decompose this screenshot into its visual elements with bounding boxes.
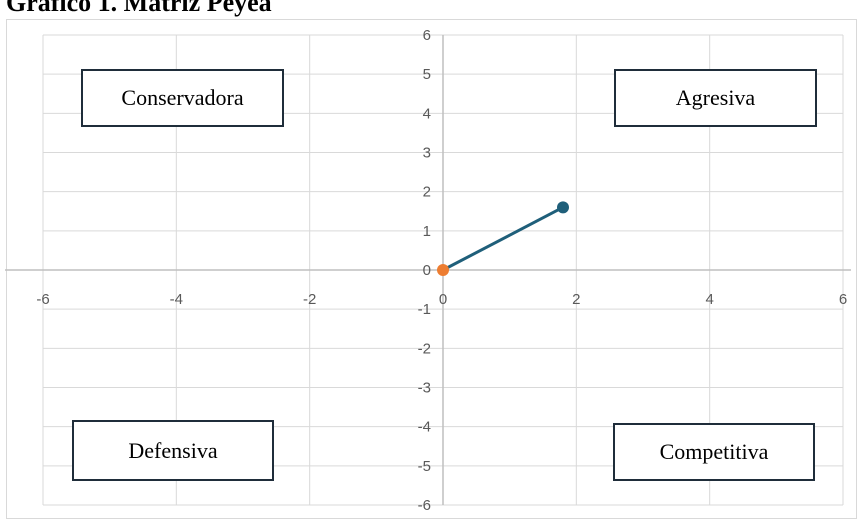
y-tick-label: -4	[418, 419, 431, 436]
y-tick-label: -5	[418, 458, 431, 475]
x-tick-label: -4	[170, 291, 183, 308]
quadrant-label-conservadora: Conservadora	[81, 69, 284, 127]
y-tick-label: 0	[423, 262, 431, 279]
x-tick-label: 6	[839, 291, 847, 308]
x-tick-label: -6	[36, 291, 49, 308]
data-point	[557, 201, 569, 214]
y-tick-label: 2	[423, 184, 431, 201]
chart-title: Gráfico 1. Matriz Peyea	[6, 0, 272, 17]
quadrant-label-competitiva: Competitiva	[613, 423, 815, 481]
y-tick-label: 6	[423, 27, 431, 44]
y-tick-label: 5	[423, 66, 431, 83]
series-line	[442, 206, 564, 272]
y-tick-label: -3	[418, 380, 431, 397]
data-point	[437, 264, 449, 276]
x-tick-label: 4	[705, 291, 713, 308]
x-tick-label: 2	[572, 291, 580, 308]
y-tick-label: 4	[423, 105, 431, 122]
quadrant-label-defensiva: Defensiva	[72, 420, 274, 481]
y-tick-label: -1	[418, 301, 431, 318]
x-tick-label: 0	[439, 291, 447, 308]
chart-area	[6, 19, 857, 519]
y-tick-label: 3	[423, 145, 431, 162]
y-tick-label: -6	[418, 497, 431, 514]
quadrant-label-agresiva: Agresiva	[614, 69, 817, 127]
x-tick-label: -2	[303, 291, 316, 308]
y-tick-label: -2	[418, 340, 431, 357]
y-tick-label: 1	[423, 223, 431, 240]
